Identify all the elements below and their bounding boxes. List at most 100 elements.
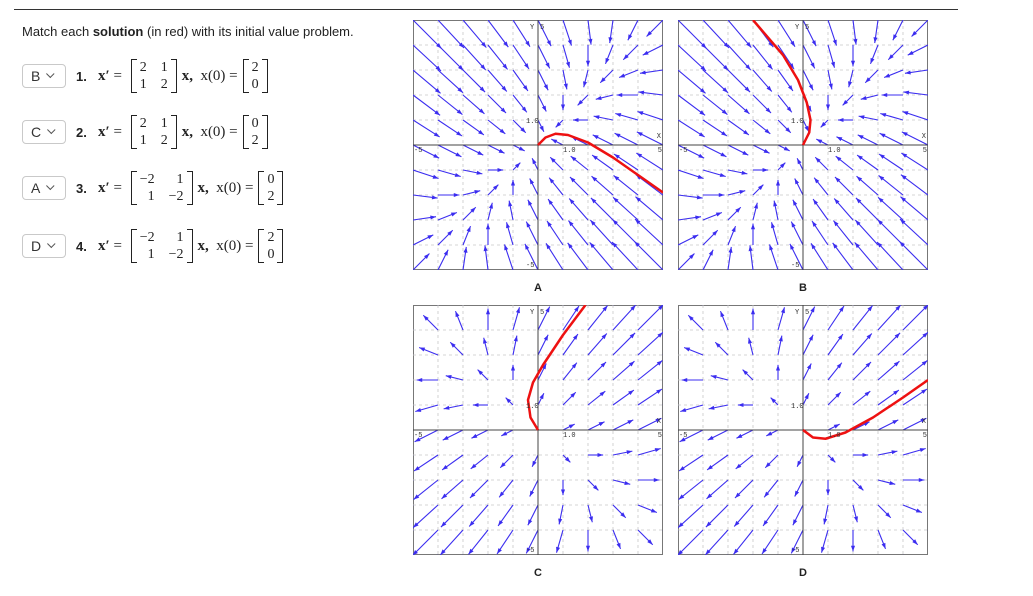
derivative-symbol: x′: [98, 237, 110, 254]
plot-label-b: B: [799, 282, 807, 294]
initial-vector: 0 2: [258, 171, 284, 205]
svg-text:Y: Y: [530, 24, 535, 32]
derivative-symbol: x′: [98, 67, 110, 84]
prompt-bold: solution: [92, 24, 144, 39]
equation: x′ = 2 1 1 2 x, x(0) = 0 2: [98, 115, 273, 149]
svg-text:1.0: 1.0: [791, 118, 804, 126]
state-vector: x,: [197, 179, 209, 196]
initial-condition-label: x(0) =: [216, 237, 254, 254]
svg-text:5: 5: [923, 432, 927, 440]
initial-vector: 2 0: [242, 59, 268, 93]
matrix-entry: 1: [139, 77, 147, 92]
initial-condition-label: x(0) =: [200, 123, 238, 140]
vector-entry: 2: [267, 189, 275, 204]
phase-plot-a: Y 5 -5 -5 5 X 1.0 1.0: [413, 20, 663, 270]
matrix-entry: 2: [160, 77, 168, 92]
svg-text:-5: -5: [414, 432, 422, 440]
vector-entry: 2: [251, 60, 259, 75]
svg-text:1.0: 1.0: [563, 147, 576, 155]
chevron-down-icon: [46, 69, 55, 79]
phase-plot-c: Y 5 -5 -5 5 X 1.0 1.0: [413, 305, 663, 555]
matrix-entry: 1: [176, 230, 184, 245]
svg-text:X: X: [922, 418, 927, 426]
plot-label-c: C: [534, 567, 542, 579]
problem-row-4: D 4. x′ = −2 1 1 −2 x, x(0) = 2: [22, 226, 288, 266]
svg-text:5: 5: [805, 309, 809, 317]
svg-text:1.0: 1.0: [828, 432, 841, 440]
problem-number: 2.: [76, 124, 87, 140]
chevron-down-icon: [47, 239, 56, 249]
vector-field-graph: Y 5-5-5 5X1.01.0: [413, 20, 663, 270]
matrix-entry: 2: [160, 133, 168, 148]
matrix-entry: 1: [139, 133, 147, 148]
derivative-symbol: x′: [98, 123, 110, 140]
chevron-down-icon: [47, 125, 56, 135]
matrix-entry: 1: [147, 247, 155, 262]
answer-select-1[interactable]: B: [22, 64, 66, 88]
vector-field-graph: Y 5-5-5 5X1.01.0: [678, 305, 928, 555]
svg-text:-5: -5: [679, 147, 687, 155]
state-vector: x,: [181, 123, 193, 140]
matrix-entry: 2: [139, 60, 147, 75]
svg-text:5: 5: [923, 147, 927, 155]
vector-entry: 2: [267, 230, 275, 245]
answer-value: B: [31, 68, 41, 84]
coefficient-matrix: 2 1 1 2: [130, 115, 177, 149]
svg-text:-5: -5: [791, 547, 799, 555]
matrix-entry: 1: [160, 60, 168, 75]
svg-text:X: X: [922, 133, 927, 141]
svg-text:Y: Y: [530, 309, 535, 317]
svg-text:-5: -5: [791, 262, 799, 270]
plot-label-a: A: [534, 282, 542, 294]
svg-text:Y: Y: [795, 309, 800, 317]
svg-text:-5: -5: [526, 547, 534, 555]
problem-row-1: B 1. x′ = 2 1 1 2 x, x(0) = 2: [22, 56, 273, 96]
derivative-symbol: x′: [98, 179, 110, 196]
svg-text:5: 5: [540, 309, 544, 317]
problem-row-2: C 2. x′ = 2 1 1 2 x, x(0) = 0: [22, 112, 273, 152]
matrix-entry: 1: [147, 189, 155, 204]
vector-field-graph: Y 5-5-5 5X1.01.0: [678, 20, 928, 270]
initial-vector: 0 2: [242, 115, 268, 149]
problem-number: 1.: [76, 68, 87, 84]
state-vector: x,: [197, 237, 209, 254]
plot-label-d: D: [799, 567, 807, 579]
chevron-down-icon: [46, 181, 55, 191]
phase-plot-d: Y 5 -5 -5 5 X 1.0 1.0: [678, 305, 928, 555]
initial-vector: 2 0: [258, 229, 284, 263]
prompt-text: Match each: [22, 24, 93, 39]
answer-value: A: [31, 180, 41, 196]
vector-entry: 0: [251, 116, 259, 131]
svg-text:5: 5: [805, 24, 809, 32]
answer-value: D: [31, 238, 42, 254]
answer-select-3[interactable]: A: [22, 176, 66, 200]
svg-text:5: 5: [658, 432, 662, 440]
matrix-entry: −2: [139, 172, 155, 187]
svg-text:-5: -5: [526, 262, 534, 270]
top-divider: [14, 9, 958, 10]
vector-entry: 2: [251, 133, 259, 148]
problem-number: 3.: [76, 180, 87, 196]
answer-select-4[interactable]: D: [22, 234, 66, 258]
answer-value: C: [31, 124, 42, 140]
matrix-entry: −2: [168, 189, 184, 204]
coefficient-matrix: −2 1 1 −2: [130, 229, 193, 263]
coefficient-matrix: 2 1 1 2: [130, 59, 177, 93]
svg-text:1.0: 1.0: [828, 147, 841, 155]
matrix-entry: −2: [139, 230, 155, 245]
svg-text:1.0: 1.0: [791, 403, 804, 411]
svg-text:X: X: [657, 418, 662, 426]
initial-condition-label: x(0) =: [200, 67, 238, 84]
svg-text:1.0: 1.0: [526, 403, 539, 411]
equation: x′ = −2 1 1 −2 x, x(0) = 0 2: [98, 171, 288, 205]
equation: x′ = −2 1 1 −2 x, x(0) = 2 0: [98, 229, 288, 263]
vector-entry: 0: [267, 247, 275, 262]
question-prompt: Match each solution (in red) with its in…: [22, 24, 354, 39]
matrix-entry: −2: [168, 247, 184, 262]
svg-text:1.0: 1.0: [563, 432, 576, 440]
answer-select-2[interactable]: C: [22, 120, 66, 144]
svg-text:5: 5: [658, 147, 662, 155]
coefficient-matrix: −2 1 1 −2: [130, 171, 193, 205]
matrix-entry: 2: [139, 116, 147, 131]
initial-condition-label: x(0) =: [216, 179, 254, 196]
